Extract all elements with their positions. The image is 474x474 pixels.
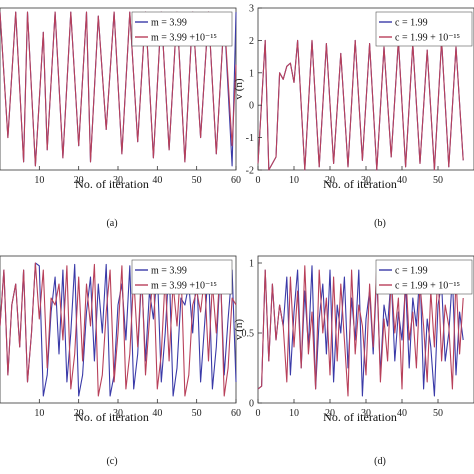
legend-entry-2: c = 1.99 + 10⁻¹⁵ [395, 33, 460, 44]
x-tick-label: 60 [231, 175, 241, 186]
legend-entry-2: m = 3.99 +10⁻¹⁵ [151, 33, 217, 44]
x-tick-label: 50 [192, 175, 202, 186]
series-line-2 [257, 39, 464, 171]
legend-box [131, 11, 233, 47]
x-tick-label: 60 [231, 408, 241, 419]
x-tick-label: 40 [152, 175, 162, 186]
x-tick-label: 0 [256, 175, 261, 186]
x-tick-label: 40 [397, 175, 407, 186]
legend-entry-1: c = 1.99 [395, 18, 428, 29]
y-axis-label: v (n) [233, 319, 245, 340]
legend-entry-1: c = 1.99 [395, 266, 428, 277]
legend-box [131, 259, 233, 295]
y-tick-label: 1 [249, 68, 254, 79]
y-tick-label: 0 [249, 399, 254, 410]
x-tick-label: 10 [289, 175, 299, 186]
legend-entry-1: m = 3.99 [151, 18, 187, 29]
x-tick-label: 20 [74, 408, 84, 419]
x-tick-label: 10 [34, 175, 44, 186]
legend-box [375, 259, 473, 295]
legend-entry-2: m = 3.99 +10⁻¹⁵ [151, 281, 217, 292]
x-tick-label: 20 [325, 408, 335, 419]
y-tick-label: 0 [249, 101, 254, 112]
chart-panel-2: 0 10 20 30 40 50 -2 -1 0 1 2 3 No. of iteration v (n)… [233, 4, 474, 229]
x-tick-label: 40 [152, 408, 162, 419]
series-line-2 [257, 265, 464, 397]
x-tick-label: 10 [289, 408, 299, 419]
y-tick-label: 0.5 [242, 329, 255, 340]
series-line-1 [257, 39, 464, 171]
x-axis-label: No. of iteration [75, 410, 149, 424]
x-tick-label: 30 [361, 175, 371, 186]
panel-caption: (b) [374, 218, 386, 229]
x-tick-label: 30 [113, 408, 123, 419]
x-tick-label: 30 [113, 175, 123, 186]
x-tick-label: 50 [192, 408, 202, 419]
y-tick-label: 2 [249, 36, 254, 47]
x-tick-label: 50 [433, 408, 443, 419]
legend-entry-2: c = 1.99 + 10⁻¹⁵ [395, 281, 460, 292]
x-tick-label: 0 [256, 408, 261, 419]
legend: c = 1.99 c = 1.99 + 10⁻¹⁵ [375, 259, 473, 295]
legend: m = 3.99 m = 3.99 +10⁻¹⁵ [131, 259, 233, 295]
y-tick-label: 1 [249, 259, 254, 270]
x-axis-label: No. of iteration [75, 177, 149, 191]
legend: m = 3.99 m = 3.99 +10⁻¹⁵ [131, 11, 233, 47]
panel-caption: (d) [374, 456, 386, 467]
x-axis-label: No. of iteration [323, 410, 397, 424]
x-tick-label: 10 [34, 408, 44, 419]
legend: c = 1.99 c = 1.99 + 10⁻¹⁵ [375, 11, 473, 47]
y-tick-label: -2 [246, 166, 254, 177]
x-axis-label: No. of iteration [323, 177, 397, 191]
x-tick-label: 50 [433, 175, 443, 186]
x-tick-label: 30 [361, 408, 371, 419]
x-tick-label: 40 [397, 408, 407, 419]
chart-panel-4: 0 10 20 30 40 50 0 0.5 1 No. of iteration v (n) (d)… [233, 255, 474, 467]
y-axis-label: v (n) [233, 78, 245, 99]
series-line-2 [0, 11, 237, 167]
legend-entry-1: m = 3.99 [151, 266, 187, 277]
y-tick-label: 3 [249, 4, 254, 15]
panel-caption: (c) [106, 456, 117, 467]
x-tick-label: 20 [74, 175, 84, 186]
x-tick-label: 20 [325, 175, 335, 186]
legend-box [375, 11, 473, 47]
panel-caption: (a) [106, 218, 117, 229]
y-tick-label: -1 [246, 133, 254, 144]
